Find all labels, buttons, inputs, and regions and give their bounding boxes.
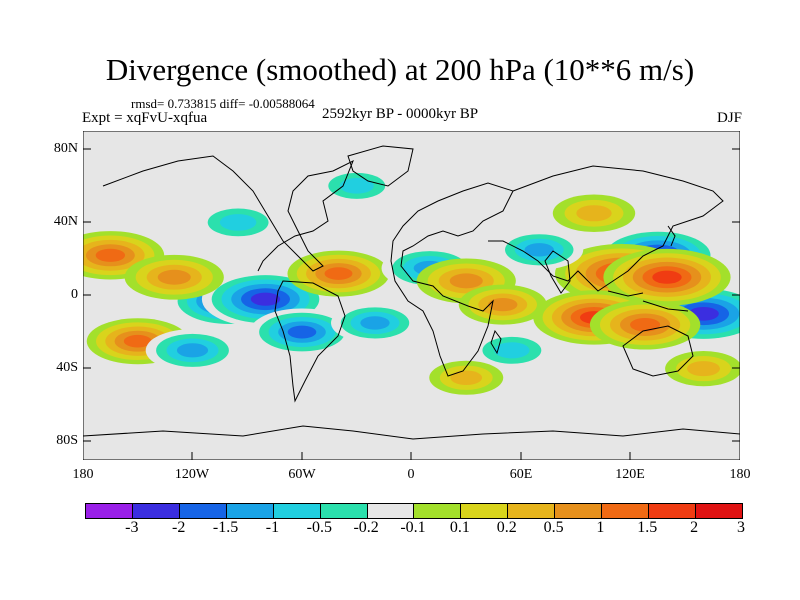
field-contour <box>324 267 353 280</box>
field-contour <box>250 292 281 306</box>
colorbar-swatch <box>132 504 180 518</box>
field-contour <box>488 297 518 312</box>
field-contours <box>83 167 740 395</box>
colorbar-label: -1 <box>265 519 280 536</box>
colorbar-swatch <box>86 504 133 518</box>
field-contour <box>449 273 483 289</box>
field-contour <box>176 343 209 358</box>
lat-label-80s: 80S <box>56 433 78 448</box>
colorbar-label: -0.5 <box>306 519 332 536</box>
lon-label-120w: 120W <box>174 467 210 482</box>
colorbar-label: 1 <box>596 519 605 536</box>
colorbar-swatch <box>461 504 509 518</box>
colorbar-label: 0.1 <box>449 519 470 536</box>
lon-label-60w: 60W <box>288 467 316 482</box>
field-contour <box>157 269 191 285</box>
colorbar-swatch <box>602 504 650 518</box>
lon-label-60e: 60E <box>509 467 533 482</box>
field-contour <box>652 270 682 284</box>
lat-label-40s: 40S <box>56 360 78 375</box>
colorbar-swatch <box>367 504 415 518</box>
lat-label-0: 0 <box>71 287 78 302</box>
colorbar-label: -1.5 <box>212 519 239 536</box>
colorbar-swatch <box>320 504 368 518</box>
colorbar-label: -2 <box>172 519 186 536</box>
colorbar-swatch <box>414 504 462 518</box>
colorbar-swatch <box>179 504 227 518</box>
colorbar-label: 3 <box>737 519 745 536</box>
field-contour <box>630 317 661 332</box>
field-contour <box>287 325 317 339</box>
colorbar-label: 1.5 <box>637 519 658 536</box>
lat-label-80n: 80N <box>53 141 78 156</box>
field-contour <box>95 248 126 262</box>
colorbar-swatch <box>508 504 556 518</box>
field-contour <box>339 178 374 194</box>
colorbar-label: 0.2 <box>496 519 517 536</box>
colorbar-swatch <box>649 504 696 518</box>
colorbar-label: 2 <box>690 519 699 536</box>
period-label: 2592kyr BP - 0000kyr BP <box>322 106 479 122</box>
axis-ticks <box>83 148 740 460</box>
stats-text: rmsd= 0.733815 diff= -0.00588064 <box>131 96 315 111</box>
field-contour <box>219 214 257 231</box>
field-contour <box>123 334 152 348</box>
colorbar-swatch <box>695 504 742 518</box>
season-label: DJF <box>716 110 742 126</box>
field-contour <box>576 205 612 222</box>
colorbar-label: -3 <box>125 519 139 536</box>
field-contour <box>524 243 554 257</box>
lon-label-0: 0 <box>407 467 415 482</box>
colorbar-label: -0.2 <box>353 519 379 536</box>
lat-label-40n: 40N <box>53 214 78 229</box>
chart-title: Divergence (smoothed) at 200 hPa (10**6 … <box>105 52 695 87</box>
field-contour <box>360 316 390 330</box>
divergence-map <box>83 131 740 460</box>
experiment-label: Expt = xqFvU-xqfua <box>82 110 208 126</box>
lon-label-180e: 180 <box>729 467 751 482</box>
field-contour <box>687 361 720 377</box>
lon-label-120e: 120E <box>615 467 645 482</box>
colorbar-swatch <box>226 504 274 518</box>
colorbar-swatch <box>555 504 603 518</box>
colorbar <box>85 503 743 519</box>
lon-label-180w: 180 <box>72 467 94 482</box>
colorbar-label: 0.5 <box>543 519 564 536</box>
field-contour <box>494 342 530 359</box>
coastlines <box>83 145 740 440</box>
field-contour <box>450 370 483 386</box>
colorbar-swatch <box>273 504 321 518</box>
colorbar-label: -0.1 <box>400 519 426 536</box>
